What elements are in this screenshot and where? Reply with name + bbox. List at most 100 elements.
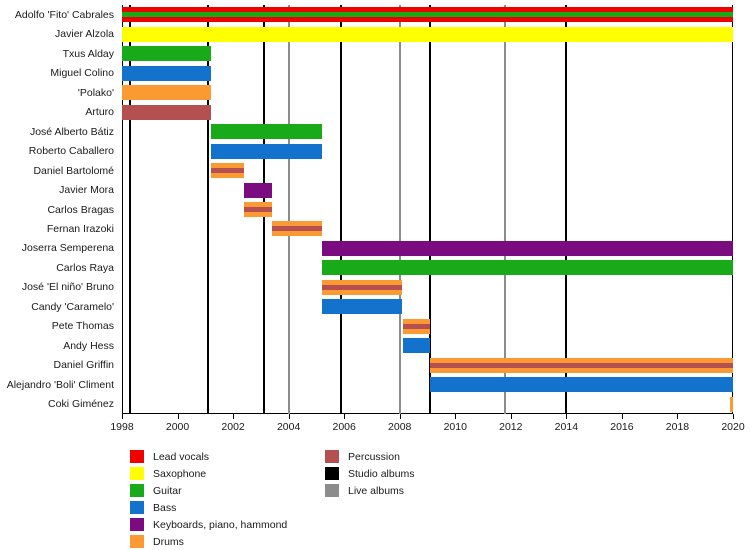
live-album-marker <box>287 5 290 414</box>
bar-segment <box>122 26 733 42</box>
bar-segment <box>210 143 322 159</box>
tenure-bar <box>210 143 322 159</box>
tenure-bar <box>430 377 733 393</box>
legend-label: Studio albums <box>348 467 415 480</box>
row-label: Daniel Bartolomé <box>33 164 114 177</box>
studio-album-marker <box>429 5 432 414</box>
tenure-bar <box>271 221 322 237</box>
tenure-bar <box>122 65 211 81</box>
legend-swatch-icon <box>130 450 144 463</box>
legend: Lead vocals Saxophone Guitar Bass Keyboards,… <box>0 448 750 548</box>
tenure-bar <box>321 240 733 256</box>
tenure-bar <box>122 104 211 120</box>
row-label: Alejandro 'Boli' Climent <box>6 378 114 391</box>
row-label: Pete Thomas <box>51 320 114 333</box>
x-axis-tick-label: 2014 <box>554 421 579 433</box>
plot-frame <box>122 5 733 414</box>
legend-label: Drums <box>153 535 184 548</box>
bar-segment-secondary <box>430 362 733 368</box>
plot-area <box>122 5 733 414</box>
legend-swatch-icon <box>325 484 339 497</box>
x-axis-tick-label: 2008 <box>388 421 412 433</box>
x-axis-tick-label: 2006 <box>332 421 356 433</box>
legend-swatch-icon <box>325 450 339 463</box>
bar-segment <box>210 124 322 140</box>
x-axis-tick <box>288 414 290 419</box>
row-label: Txus Alday <box>62 47 114 60</box>
x-axis-tick <box>621 414 623 419</box>
x-axis-tick <box>122 414 123 419</box>
legend-item: Guitar <box>130 482 287 499</box>
tenure-bar <box>122 7 733 23</box>
legend-label: Saxophone <box>153 467 207 480</box>
tenure-bar <box>730 396 733 412</box>
row-label: Arturo <box>85 106 114 119</box>
live-album-marker <box>504 5 507 414</box>
legend-swatch-icon <box>130 501 144 514</box>
row-label: José Alberto Bátiz <box>29 125 114 138</box>
x-axis-tick-label: 2020 <box>721 421 745 433</box>
legend-swatch-icon <box>130 518 144 531</box>
bar-segment <box>122 65 211 81</box>
studio-album-marker <box>340 5 343 414</box>
row-label: Daniel Griffin <box>53 359 115 372</box>
tenure-bar <box>321 299 403 315</box>
studio-album-marker <box>129 5 132 414</box>
legend-label: Guitar <box>153 484 182 497</box>
tenure-bar <box>210 163 245 179</box>
row-label: Javier Alzola <box>55 28 114 41</box>
x-axis-tick-label: 2004 <box>276 421 301 433</box>
legend-swatch-icon <box>130 484 144 497</box>
tenure-bar <box>321 260 733 276</box>
legend-swatch-icon <box>130 467 144 480</box>
bar-segment-secondary <box>244 207 272 212</box>
row-label: Javier Mora <box>59 184 114 197</box>
legend-item: Bass <box>130 499 287 516</box>
bar-segment <box>402 338 431 354</box>
bar-segment-secondary <box>321 284 403 290</box>
x-axis-tick-label: 2018 <box>665 421 690 433</box>
row-label: Adolfo 'Fito' Cabrales <box>14 8 114 21</box>
row-label: Andy Hess <box>63 339 114 352</box>
x-axis-tick <box>677 414 679 419</box>
bar-segment <box>122 46 211 62</box>
tenure-bar <box>244 182 272 198</box>
row-label: Coki Giménez <box>48 398 114 411</box>
bar-segment <box>321 240 733 256</box>
bar-segment <box>321 299 403 315</box>
row-label: Carlos Bragas <box>47 203 114 216</box>
studio-album-marker <box>207 5 210 414</box>
bar-segment-secondary <box>210 168 245 174</box>
tenure-bar <box>402 338 431 354</box>
bar-segment <box>122 104 211 120</box>
row-label: 'Polako' <box>77 86 114 99</box>
x-axis-tick-label: 2012 <box>499 421 523 433</box>
legend-item: Keyboards, piano, hammond <box>130 516 287 533</box>
bar-segment-secondary <box>402 323 431 329</box>
tenure-bar <box>430 357 733 373</box>
row-label: Joserra Semperena <box>21 242 114 255</box>
x-axis-tick-label: 1998 <box>110 421 134 433</box>
tenure-bar <box>321 279 403 295</box>
x-axis-tick <box>510 414 512 419</box>
legend-item: Studio albums <box>325 465 415 482</box>
x-axis-tick-label: 2000 <box>165 421 190 433</box>
legend-item: Saxophone <box>130 465 287 482</box>
row-label: Fernan Irazoki <box>46 222 114 235</box>
x-axis: 1998 2000 2002 2004 2006 2008 2010 2012 2014 2016… <box>110 414 745 438</box>
tenure-bar <box>244 202 272 217</box>
legend-item: Drums <box>130 533 287 550</box>
bar-segment-secondary <box>271 226 322 232</box>
x-axis-tick-label: 2002 <box>221 421 245 433</box>
legend-label: Keyboards, piano, hammond <box>153 518 288 531</box>
tenure-bar <box>122 85 211 101</box>
row-label: Roberto Caballero <box>28 145 114 158</box>
studio-album-marker <box>565 5 568 414</box>
row-label: José 'El niño' Bruno <box>21 281 114 294</box>
legend-item: Live albums <box>325 482 415 499</box>
bar-segment <box>244 182 272 198</box>
bar-segment <box>430 377 733 393</box>
x-axis-tick <box>733 414 734 419</box>
live-album-marker <box>398 5 401 414</box>
